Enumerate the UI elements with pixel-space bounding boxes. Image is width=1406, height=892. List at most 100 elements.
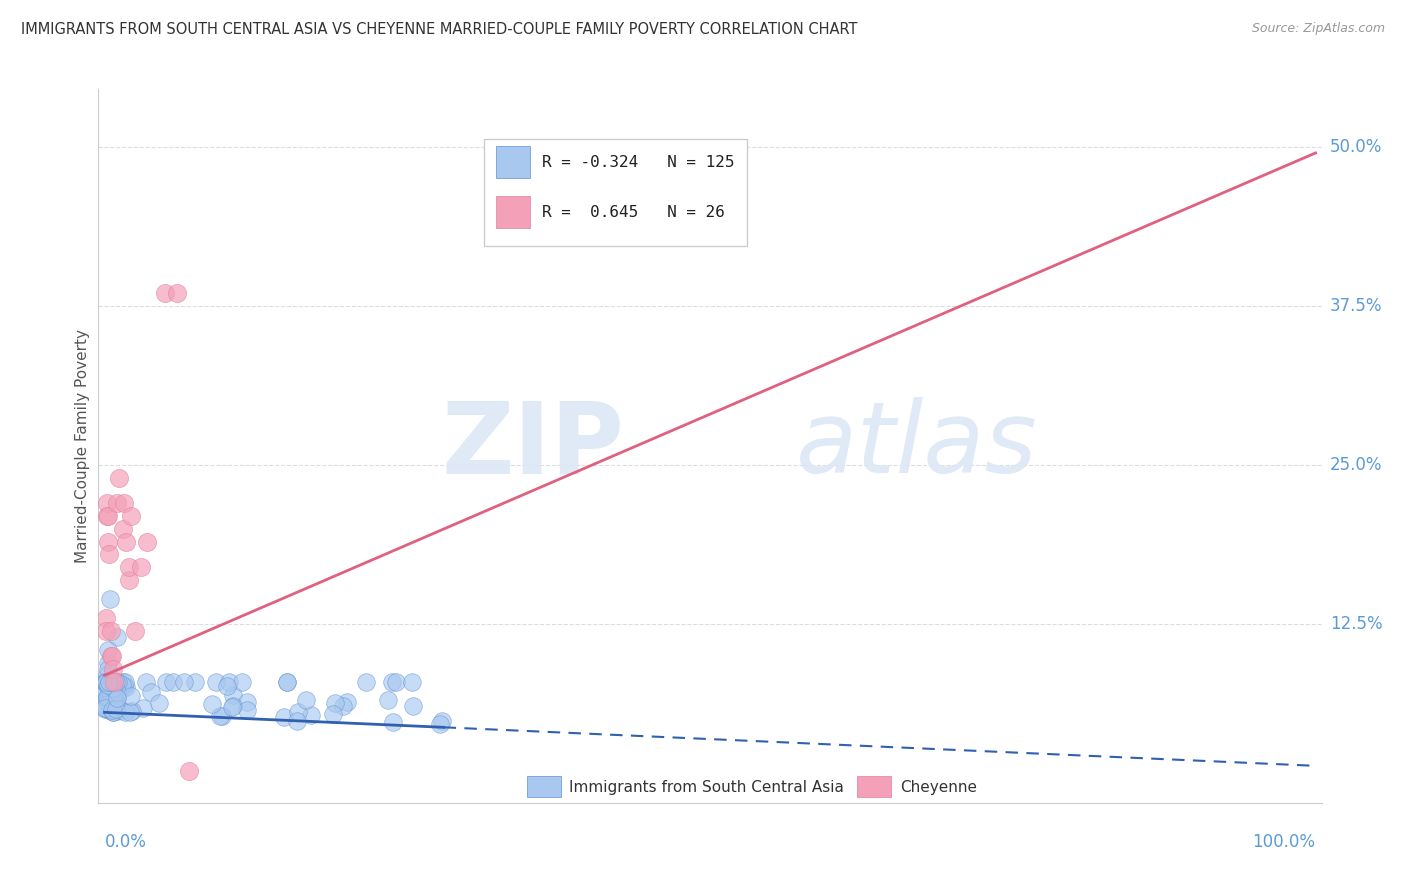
Text: Immigrants from South Central Asia: Immigrants from South Central Asia <box>569 780 844 795</box>
Point <box>105 688 128 702</box>
Text: atlas: atlas <box>796 398 1038 494</box>
Point <box>120 509 142 524</box>
Point <box>98 674 121 689</box>
Text: 12.5%: 12.5% <box>1330 615 1382 633</box>
Point <box>103 674 125 689</box>
Point <box>430 714 453 728</box>
Point <box>97 694 120 708</box>
Point <box>115 534 138 549</box>
Point <box>97 534 120 549</box>
Point <box>221 699 243 714</box>
Point <box>97 662 120 676</box>
Point <box>97 703 120 717</box>
Point <box>103 674 125 689</box>
Point <box>111 678 134 692</box>
Point <box>96 674 118 689</box>
Point <box>179 764 201 778</box>
Text: R = -0.324   N = 125: R = -0.324 N = 125 <box>543 155 735 169</box>
Point <box>105 496 128 510</box>
Point <box>118 705 141 719</box>
Text: 100.0%: 100.0% <box>1253 833 1316 851</box>
Point <box>96 694 118 708</box>
Point <box>97 674 120 689</box>
Point <box>97 688 120 702</box>
Point <box>103 681 125 695</box>
Point <box>209 709 232 723</box>
Point <box>105 685 128 699</box>
Point <box>103 680 125 694</box>
Point <box>201 697 224 711</box>
Point <box>173 674 195 689</box>
Point <box>132 701 155 715</box>
Point <box>211 709 233 723</box>
Point <box>381 674 404 689</box>
Point <box>110 703 132 717</box>
FancyBboxPatch shape <box>526 776 561 797</box>
Point <box>101 703 124 717</box>
Point <box>104 674 127 689</box>
Point <box>103 674 125 689</box>
FancyBboxPatch shape <box>484 139 747 246</box>
Point <box>103 674 125 689</box>
Point <box>101 690 124 704</box>
Point <box>101 686 124 700</box>
Point <box>98 698 121 713</box>
Point <box>115 680 138 694</box>
FancyBboxPatch shape <box>856 776 891 797</box>
Point <box>222 698 245 713</box>
Point <box>118 573 141 587</box>
Text: 25.0%: 25.0% <box>1330 456 1382 475</box>
Point <box>98 674 121 689</box>
Point <box>105 674 128 689</box>
Point <box>184 674 207 689</box>
Point <box>273 710 295 724</box>
Point <box>124 624 146 638</box>
Point <box>98 591 121 606</box>
Point <box>166 286 188 301</box>
Point <box>105 704 128 718</box>
Point <box>94 701 117 715</box>
Point <box>94 611 117 625</box>
Point <box>105 690 128 704</box>
Point <box>98 674 121 689</box>
Point <box>236 695 259 709</box>
Point <box>98 687 121 701</box>
Point <box>205 674 228 689</box>
Point <box>111 522 134 536</box>
Point <box>94 674 117 689</box>
Point <box>135 674 157 689</box>
Point <box>322 706 344 721</box>
Point <box>100 674 122 689</box>
Point <box>97 678 120 692</box>
Point <box>107 690 129 705</box>
Point <box>101 705 124 719</box>
Point <box>141 685 163 699</box>
Point <box>112 679 135 693</box>
Point <box>97 643 120 657</box>
Point <box>96 509 118 524</box>
Point <box>94 674 117 689</box>
Point <box>382 714 405 729</box>
Point <box>101 706 124 720</box>
Point <box>276 674 298 689</box>
Point <box>103 674 125 689</box>
Point <box>100 649 122 664</box>
Text: Cheyenne: Cheyenne <box>900 780 977 795</box>
Point <box>103 674 125 689</box>
Point <box>98 680 121 694</box>
Point <box>336 695 359 709</box>
Point <box>155 674 177 689</box>
Point <box>104 676 127 690</box>
Point <box>118 560 141 574</box>
Point <box>100 674 122 689</box>
Point <box>100 624 122 638</box>
Point <box>162 674 184 689</box>
Point <box>231 674 253 689</box>
Point <box>385 674 408 689</box>
Point <box>96 695 118 709</box>
Point <box>94 674 117 689</box>
Point <box>94 698 117 712</box>
Point <box>98 701 121 715</box>
Point <box>217 680 239 694</box>
Point <box>97 656 120 670</box>
